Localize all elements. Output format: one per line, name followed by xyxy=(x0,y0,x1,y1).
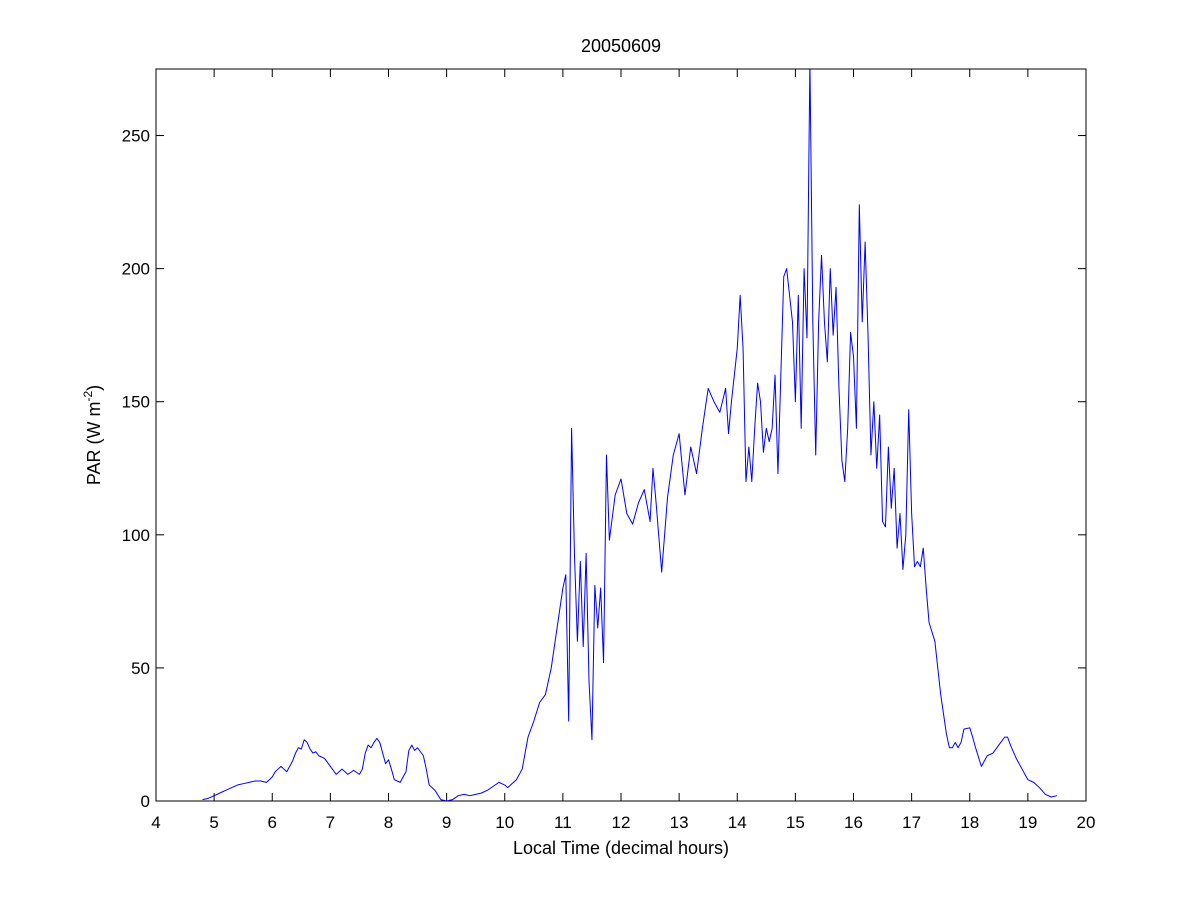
x-axis-ticks: 4 5 6 7 8 9 10 11 12 13 14 15 16 17 18 19 20 xyxy=(151,69,1095,832)
x-tick-label: 11 xyxy=(554,813,572,832)
x-tick-label: 13 xyxy=(670,813,689,832)
x-tick-label: 6 xyxy=(268,813,277,832)
x-tick-label: 7 xyxy=(326,813,335,832)
y-tick-label: 100 xyxy=(122,526,150,545)
y-axis-label: PAR (W m-2) xyxy=(81,385,104,485)
x-axis-label: Local Time (decimal hours) xyxy=(513,838,729,858)
x-tick-label: 4 xyxy=(151,813,160,832)
y-tick-label: 200 xyxy=(122,260,150,279)
x-tick-label: 17 xyxy=(902,813,921,832)
y-axis-label-superscript: -2 xyxy=(81,391,95,402)
y-tick-label: 150 xyxy=(122,393,150,412)
x-tick-label: 19 xyxy=(1018,813,1037,832)
x-tick-label: 14 xyxy=(728,813,747,832)
x-tick-label: 16 xyxy=(844,813,863,832)
y-axis-label-close: ) xyxy=(84,385,104,391)
par-series-line xyxy=(202,69,1058,801)
x-tick-label: 15 xyxy=(786,813,805,832)
axes-box xyxy=(155,68,1087,802)
x-tick-label: 10 xyxy=(495,813,514,832)
x-tick-label: 18 xyxy=(960,813,979,832)
x-tick-label: 12 xyxy=(612,813,631,832)
x-tick-label: 9 xyxy=(442,813,451,832)
x-tick-label: 8 xyxy=(384,813,393,832)
x-tick-label: 5 xyxy=(209,813,218,832)
y-axis-ticks: 0 50 100 150 200 250 xyxy=(122,127,1086,811)
y-axis-label-base: PAR (W m xyxy=(84,402,104,486)
chart-title: 20050609 xyxy=(581,36,661,56)
y-tick-label: 0 xyxy=(141,792,150,811)
y-tick-label: 50 xyxy=(131,659,150,678)
x-tick-label: 20 xyxy=(1077,813,1096,832)
y-tick-label: 250 xyxy=(122,127,150,146)
